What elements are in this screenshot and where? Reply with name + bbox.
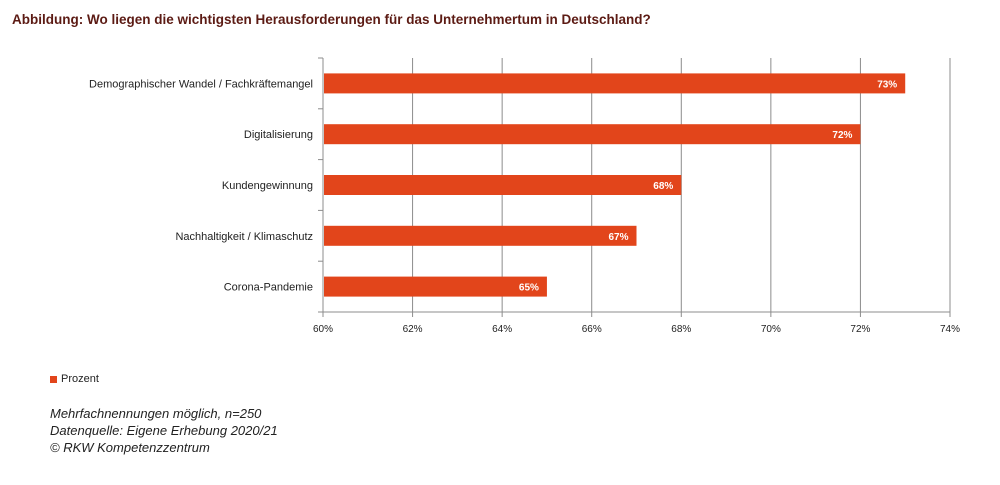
data-label: 65%	[519, 283, 539, 294]
bar	[324, 276, 547, 297]
legend-swatch	[50, 375, 57, 383]
footnote-sample: Mehrfachnennungen möglich, n=250	[50, 406, 262, 421]
legend-label: Prozent	[61, 373, 99, 385]
bar	[324, 175, 682, 195]
data-label: 68%	[653, 181, 673, 192]
x-tick-label: 74%	[940, 324, 960, 335]
bar	[324, 124, 861, 145]
category-label: Kundengewinnung	[222, 180, 313, 192]
data-label: 72%	[832, 130, 852, 141]
x-tick-label: 68%	[671, 324, 691, 335]
x-tick-label: 64%	[492, 324, 512, 335]
x-tick-label: 62%	[403, 324, 423, 335]
data-label: 67%	[608, 232, 628, 243]
x-tick-label: 66%	[582, 324, 602, 335]
chart-title: Abbildung: Wo liegen die wichtigsten Her…	[12, 12, 651, 27]
legend: Prozent	[50, 373, 99, 385]
category-label: Nachhaltigkeit / Klimaschutz	[175, 231, 313, 243]
footnote-source: Datenquelle: Eigene Erhebung 2020/21	[50, 423, 278, 438]
x-tick-label: 70%	[761, 324, 781, 335]
data-label: 73%	[877, 79, 897, 90]
bar	[324, 225, 637, 246]
bar	[324, 73, 906, 94]
x-tick-label: 72%	[850, 324, 870, 335]
category-label: Corona-Pandemie	[224, 282, 313, 294]
footnotes: Mehrfachnennungen möglich, n=250 Datenqu…	[50, 405, 278, 456]
category-label: Digitalisierung	[244, 129, 313, 141]
category-label: Demographischer Wandel / Fachkräftemange…	[89, 78, 313, 90]
footnote-copyright: © RKW Kompetenzzentrum	[50, 440, 210, 455]
x-tick-label: 60%	[313, 324, 333, 335]
